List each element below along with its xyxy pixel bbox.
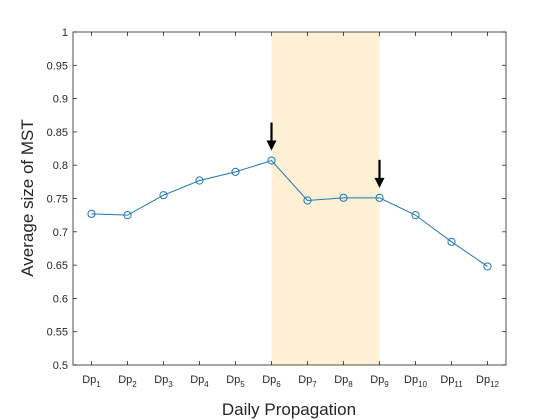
x-tick-subscript: 9	[384, 380, 389, 389]
x-tick-subscript: 5	[240, 380, 245, 389]
data-point	[411, 211, 420, 220]
x-tick-subscript: 6	[276, 380, 281, 389]
series-points	[87, 156, 492, 271]
y-tick-label: 0.75	[47, 194, 68, 206]
x-tick-subscript: 11	[454, 380, 463, 389]
y-tick-label: 0.6	[53, 293, 68, 305]
x-tick-label: Dp1	[82, 374, 101, 389]
y-ticks: 0.5 0.55 0.6 0.65 0.7 0.75 0.8 0.85 0.9 0.95 1	[47, 27, 506, 372]
data-point	[123, 211, 132, 220]
y-axis-label: Average size of MST	[18, 119, 37, 276]
data-point	[159, 191, 168, 200]
y-tick-label: 0.85	[47, 127, 68, 139]
y-tick-label: 0.9	[53, 94, 68, 106]
series-line	[91, 159, 488, 267]
x-tick-subscript: 8	[348, 380, 353, 389]
data-point	[303, 196, 312, 205]
x-tick-label: Dp10	[404, 374, 428, 389]
data-point	[195, 176, 204, 185]
data-point	[483, 262, 492, 271]
arrow-head	[266, 140, 277, 151]
y-tick-label: 0.55	[47, 327, 68, 339]
x-tick-subscript: 1	[96, 380, 101, 389]
y-tick-label: 0.7	[53, 227, 68, 239]
y-tick-label: 1	[62, 27, 68, 39]
x-tick-label: Dp6	[262, 374, 281, 389]
x-tick-label: Dp11	[440, 374, 463, 389]
x-tick-subscript: 3	[168, 380, 173, 389]
x-tick-subscript: 10	[418, 380, 427, 389]
x-tick-subscript: 7	[312, 380, 317, 389]
x-tick-label: Dp8	[334, 374, 353, 389]
data-point	[231, 167, 240, 176]
data-point	[375, 193, 384, 202]
x-ticks: Dp1 Dp2 Dp3 Dp4 Dp5 Dp6 Dp7 Dp8 Dp9 Dp10 Dp11 Dp12	[82, 32, 500, 389]
data-point	[447, 237, 456, 246]
x-tick-subscript: 4	[204, 380, 209, 389]
y-tick-label: 0.95	[47, 60, 68, 72]
highlight-band	[271, 32, 380, 365]
arrow-head	[374, 177, 385, 188]
y-tick-label: 0.8	[53, 160, 68, 172]
data-point	[339, 193, 348, 202]
x-tick-subscript: 2	[132, 380, 137, 389]
x-tick-label: Dp12	[476, 374, 500, 389]
x-tick-label: Dp7	[298, 374, 317, 389]
y-tick-label: 0.5	[53, 360, 68, 372]
data-point	[87, 209, 96, 218]
x-tick-label: Dp5	[226, 374, 245, 389]
x-tick-label: Dp9	[370, 374, 389, 389]
x-tick-label: Dp2	[118, 374, 137, 389]
x-tick-subscript: 12	[490, 380, 499, 389]
annotation-arrows	[266, 122, 385, 188]
data-point	[267, 156, 276, 165]
x-tick-label: Dp4	[190, 374, 209, 389]
y-tick-label: 0.65	[47, 260, 68, 272]
x-tick-label: Dp3	[154, 374, 173, 389]
x-axis-label: Daily Propagation	[222, 400, 356, 419]
